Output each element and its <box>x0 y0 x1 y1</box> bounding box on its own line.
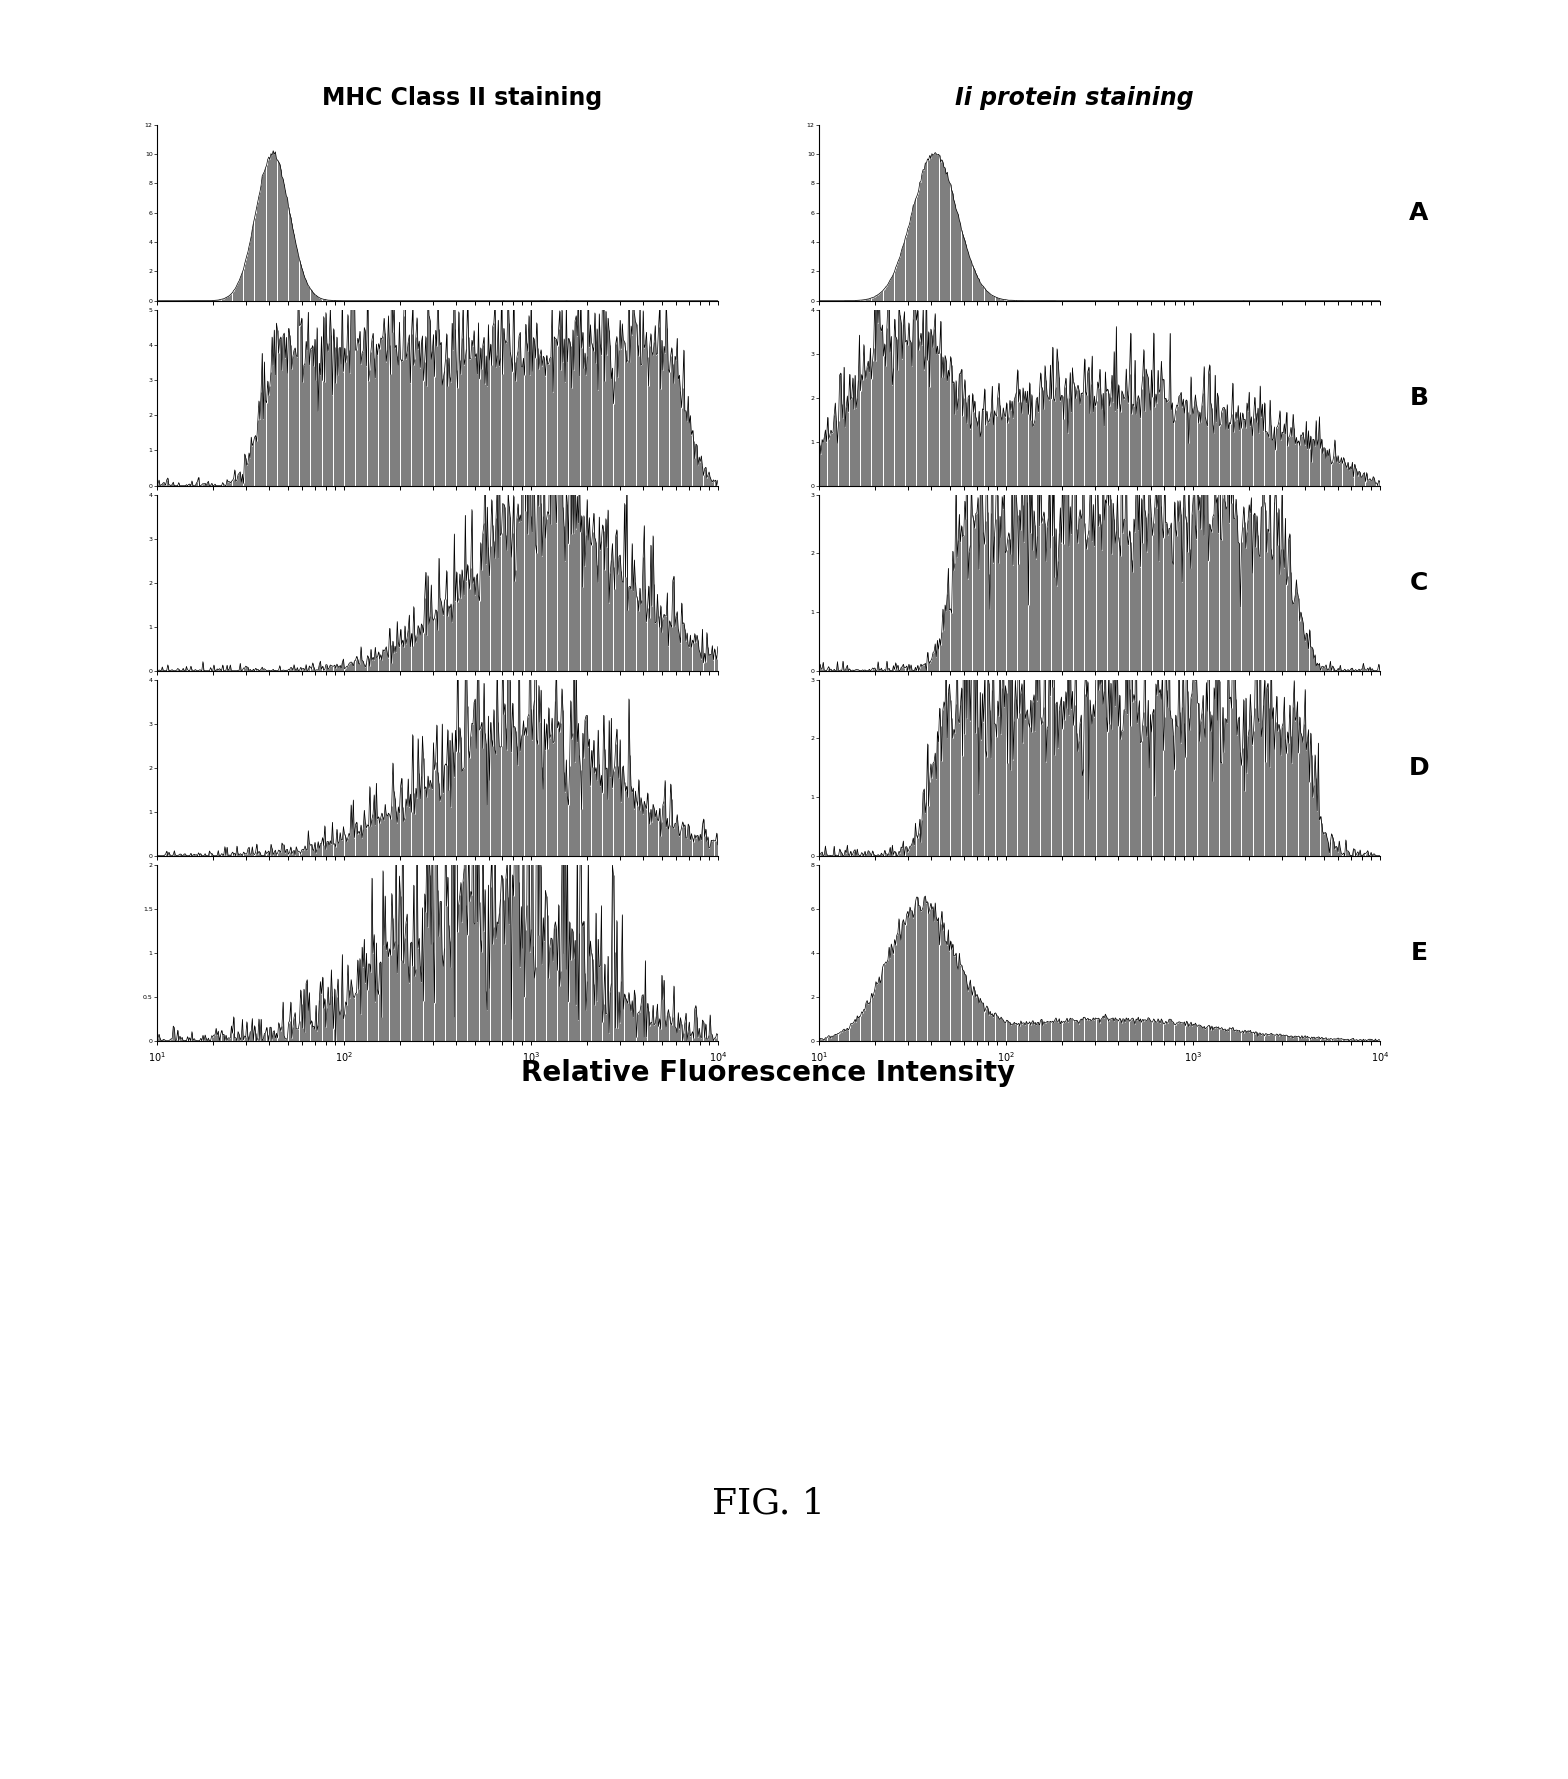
Text: Ii protein staining: Ii protein staining <box>955 85 1193 110</box>
Text: D: D <box>1408 756 1430 779</box>
Text: B: B <box>1410 386 1428 409</box>
Text: FIG. 1: FIG. 1 <box>712 1485 825 1521</box>
Text: E: E <box>1411 941 1427 964</box>
Text: A: A <box>1410 201 1428 224</box>
Text: C: C <box>1410 571 1428 594</box>
Text: MHC Class II staining: MHC Class II staining <box>323 85 602 110</box>
Text: Relative Fluorescence Intensity: Relative Fluorescence Intensity <box>521 1059 1016 1087</box>
